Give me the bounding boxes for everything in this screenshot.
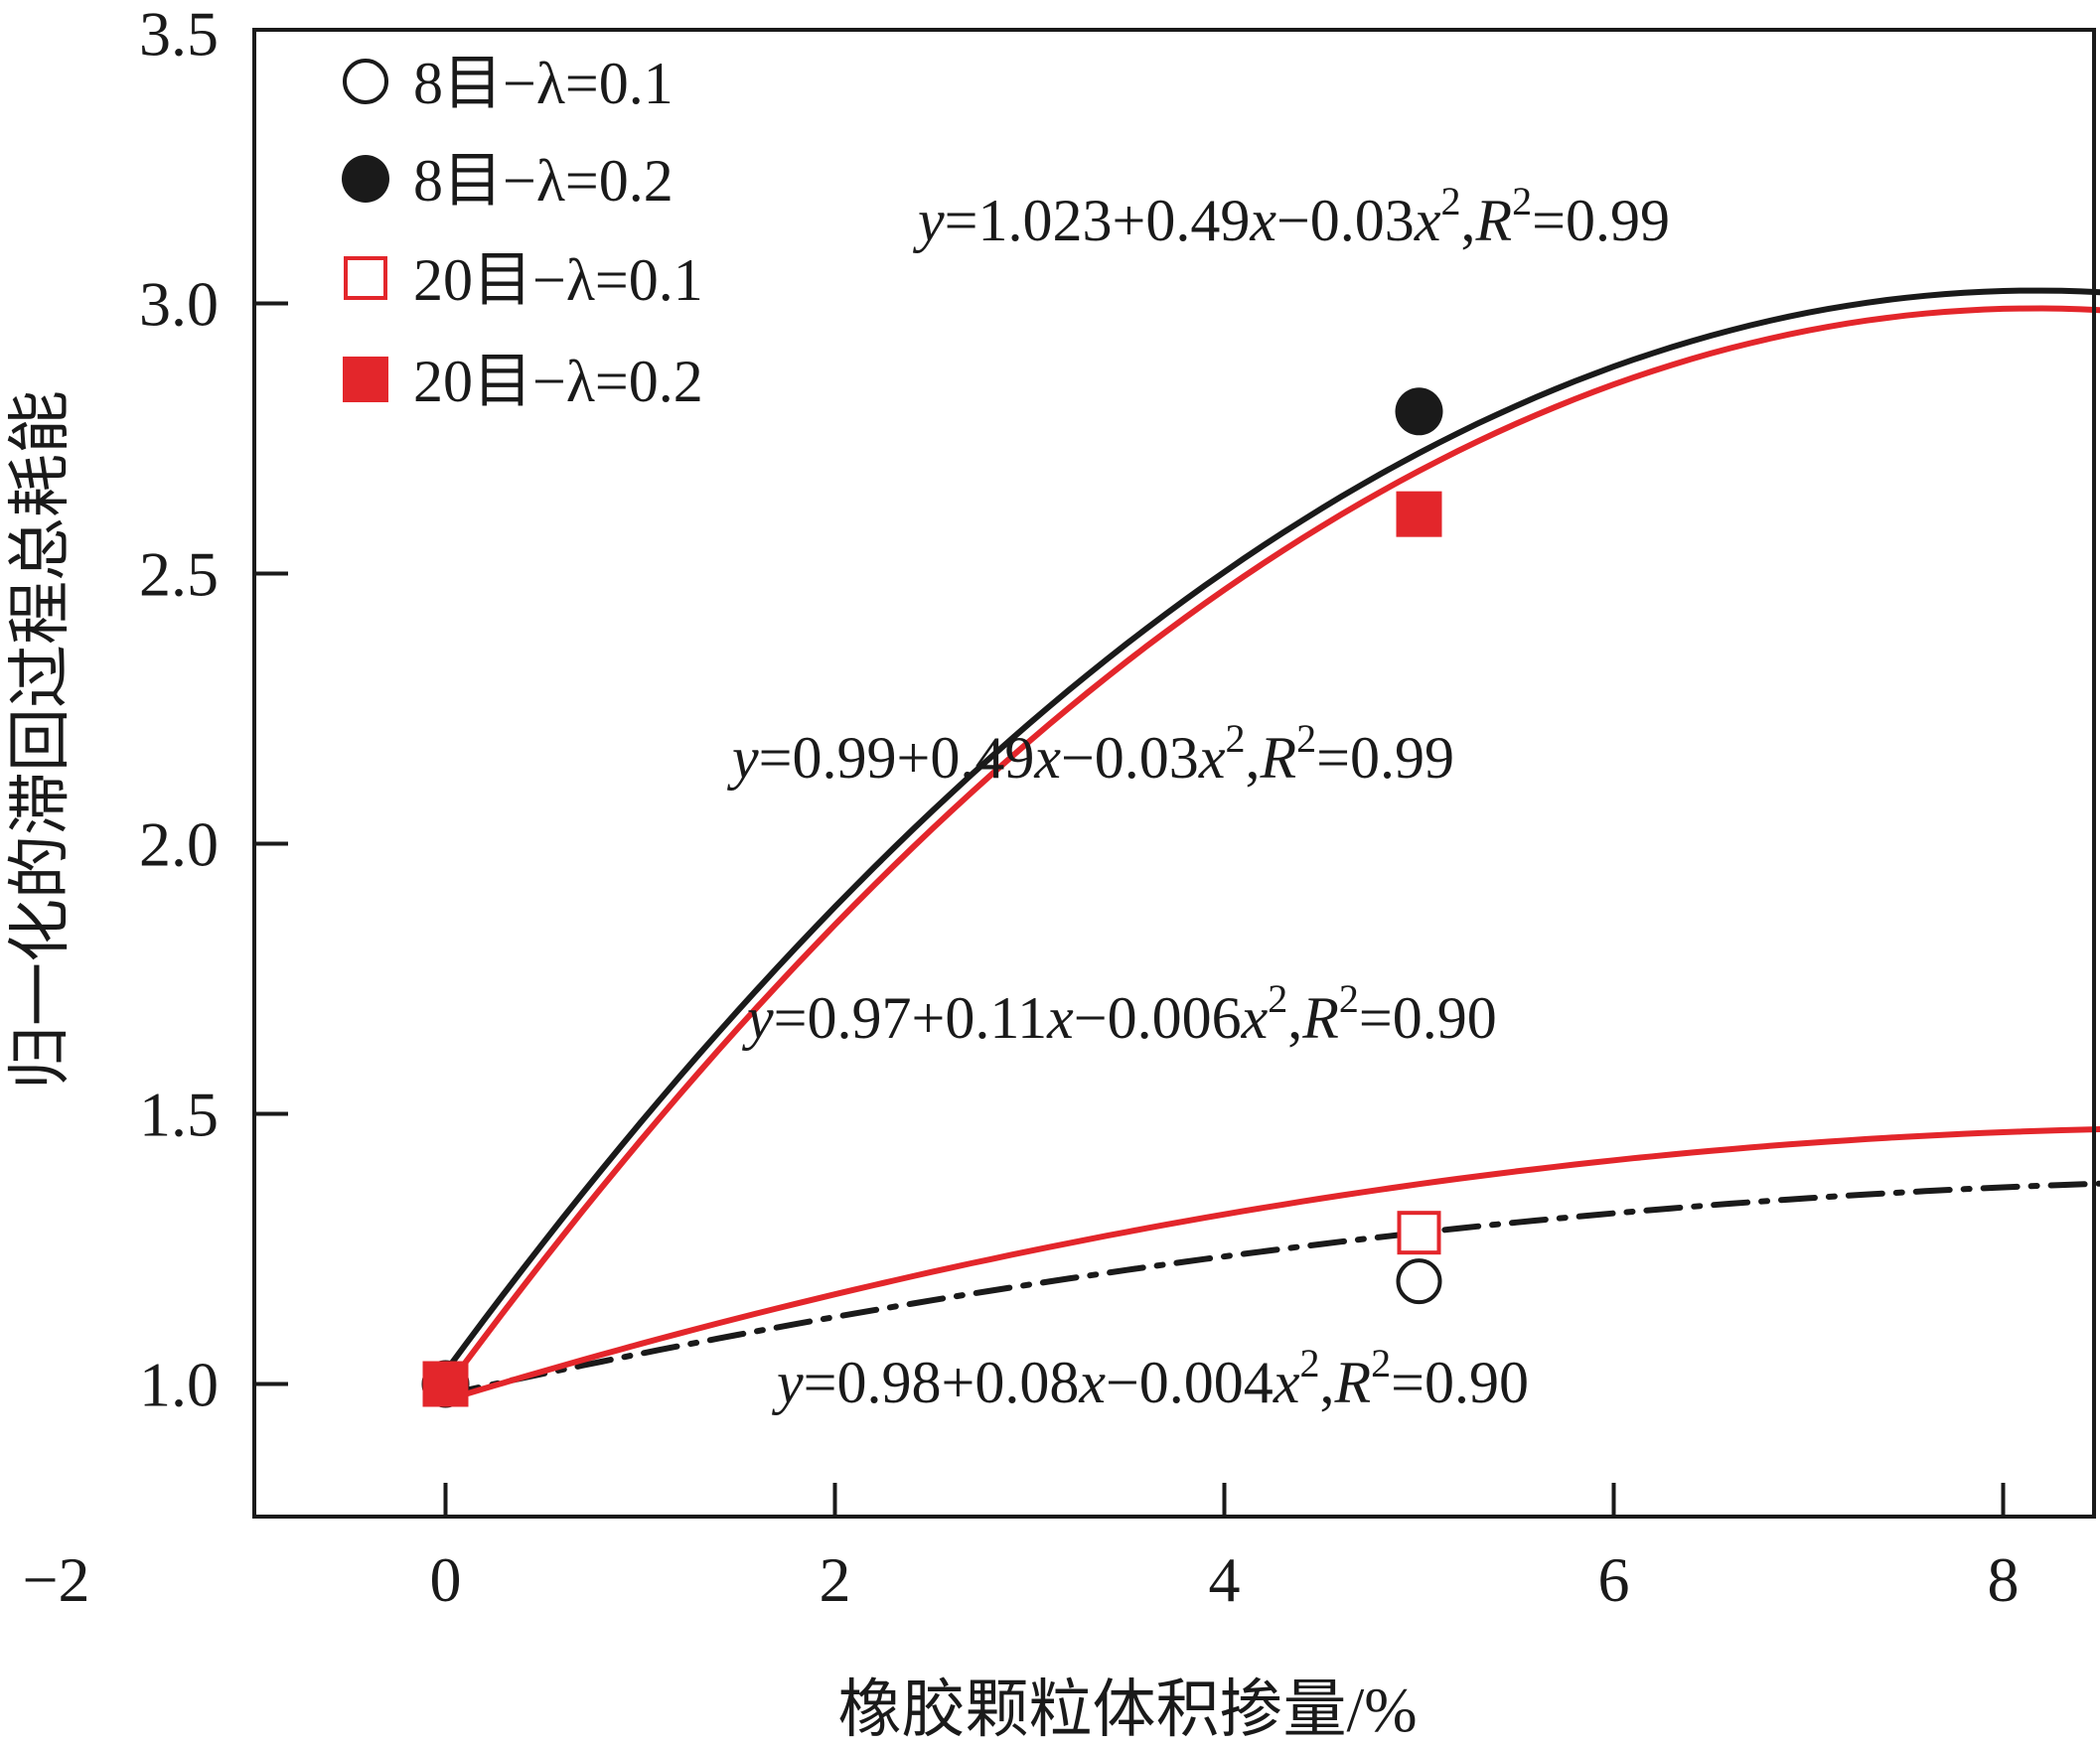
- equation-part: =0.97+0.11: [774, 985, 1047, 1051]
- legend-marker-3: [346, 258, 385, 298]
- equation-part: x: [1198, 725, 1226, 791]
- data-point-s4: [1397, 492, 1442, 537]
- equation-part: ,: [1319, 1350, 1334, 1415]
- y-tick-label: 3.0: [139, 269, 219, 340]
- fit-equation-3: y=0.97+0.11x−0.006x2,R2=0.90: [741, 976, 1497, 1051]
- y-axis-title: 归一化的滞回过程总耗能: [5, 390, 75, 1090]
- equation-part: −0.006: [1074, 985, 1242, 1051]
- equation-part: 2: [1296, 716, 1316, 761]
- x-tick-label: 4: [1209, 1544, 1241, 1615]
- data-point-s1: [1399, 1260, 1440, 1302]
- equation-part: 2: [1512, 179, 1532, 223]
- y-tick-label: 1.0: [139, 1350, 219, 1420]
- data-point-s3: [1400, 1213, 1439, 1252]
- fit-curve-2: [446, 291, 2100, 1372]
- equation-part: =0.90: [1391, 1350, 1529, 1415]
- legend-label-2: 8目−λ=0.2: [413, 148, 674, 214]
- equation-part: y: [912, 188, 945, 253]
- fit-curves: [446, 291, 2100, 1400]
- legend-label-3: 20目−λ=0.1: [413, 247, 703, 313]
- equation-part: −0.004: [1106, 1350, 1274, 1415]
- equation-part: −0.03: [1276, 188, 1415, 253]
- data-point-s4: [423, 1362, 469, 1407]
- equation-part: x: [1249, 188, 1276, 253]
- y-tick-label: 2.0: [139, 809, 219, 880]
- legend: 8目−λ=0.1 8目−λ=0.2 20目−λ=0.1 20目−λ=0.2: [342, 51, 703, 414]
- equation-part: 2: [1339, 976, 1359, 1021]
- legend-marker-1: [345, 61, 386, 102]
- y-tick-label: 2.5: [139, 539, 219, 610]
- equation-part: R: [1301, 985, 1339, 1051]
- fit-curve-4: [446, 309, 2100, 1389]
- x-axis-title: 橡胶颗粒体积掺量/%: [837, 1674, 1417, 1741]
- equation-part: x: [1046, 985, 1074, 1051]
- equation-part: 2: [1268, 976, 1287, 1021]
- y-tick-label: 1.5: [139, 1080, 219, 1150]
- fit-equation-1: y=1.023+0.49x−0.03x2,R2=0.99: [912, 179, 1670, 253]
- equation-part: =0.98+0.08: [804, 1350, 1080, 1415]
- equation-part: −0.03: [1061, 725, 1199, 791]
- x-tick-label: 2: [820, 1544, 851, 1615]
- equation-part: =0.99+0.49: [759, 725, 1035, 791]
- equation-part: y: [771, 1350, 804, 1415]
- equation-part: 2: [1440, 179, 1460, 223]
- data-point-s2: [1396, 387, 1443, 435]
- x-tick-label: −2: [22, 1544, 89, 1615]
- x-tick-label: 8: [1988, 1544, 2020, 1615]
- fit-equations: y=1.023+0.49x−0.03x2,R2=0.99y=0.99+0.49x…: [726, 179, 1670, 1415]
- equation-part: x: [1078, 1350, 1106, 1415]
- equation-part: R: [1333, 1350, 1371, 1415]
- equation-part: ,: [1287, 985, 1302, 1051]
- equation-part: ,: [1460, 188, 1475, 253]
- legend-marker-2: [342, 155, 389, 203]
- fit-equation-2: y=0.99+0.49x−0.03x2,R2=0.99: [726, 716, 1454, 791]
- equation-part: =0.90: [1359, 985, 1497, 1051]
- legend-label-4: 20目−λ=0.2: [413, 349, 703, 414]
- x-tick-label: 0: [430, 1544, 462, 1615]
- equation-part: =1.023+0.49: [945, 188, 1251, 253]
- equation-part: 2: [1371, 1341, 1391, 1385]
- equation-part: x: [1033, 725, 1061, 791]
- y-tick-label: 3.5: [139, 0, 219, 70]
- fit-equation-4: y=0.98+0.08x−0.004x2,R2=0.90: [771, 1341, 1529, 1415]
- equation-part: =0.99: [1316, 725, 1454, 791]
- x-tick-label: 6: [1598, 1544, 1630, 1615]
- equation-part: R: [1474, 188, 1512, 253]
- equation-part: x: [1414, 188, 1441, 253]
- equation-part: x: [1273, 1350, 1300, 1415]
- equation-part: ,: [1245, 725, 1260, 791]
- legend-label-1: 8目−λ=0.1: [413, 51, 674, 116]
- equation-part: 2: [1225, 716, 1245, 761]
- legend-marker-4: [343, 357, 388, 402]
- equation-part: 2: [1299, 1341, 1319, 1385]
- equation-part: R: [1259, 725, 1296, 791]
- equation-part: =0.99: [1532, 188, 1670, 253]
- equation-part: y: [726, 725, 759, 791]
- equation-part: x: [1241, 985, 1269, 1051]
